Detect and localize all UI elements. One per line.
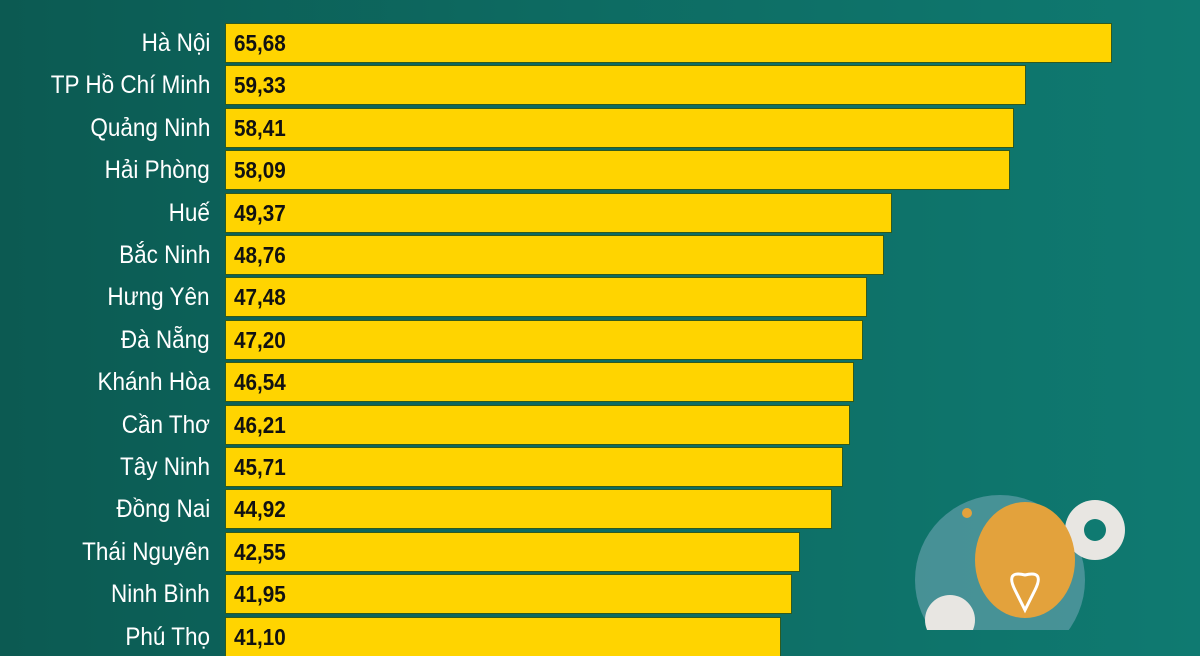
bar: 41,95 (226, 575, 792, 614)
category-label: Hà Nội (141, 29, 210, 57)
category-label: Hải Phòng (104, 156, 210, 185)
value-label: 47,20 (234, 326, 286, 353)
bar: 49,37 (226, 193, 892, 232)
value-label: 44,92 (234, 496, 286, 523)
bar: 59,33 (226, 66, 1026, 105)
category-label: Cần Thơ (121, 410, 210, 439)
value-label: 41,95 (234, 581, 286, 608)
bar: 65,68 (226, 24, 1111, 62)
value-label: 47,48 (234, 284, 286, 311)
category-label: Đồng Nai (116, 495, 210, 524)
value-label: 45,71 (234, 454, 286, 480)
lightbulb-icon (975, 502, 1075, 618)
bar: 45,71 (226, 448, 842, 486)
lightbulb-gears-illustration (915, 495, 1125, 630)
category-label: Quảng Ninh (89, 113, 210, 142)
value-label: 49,37 (234, 199, 286, 226)
category-label: Khánh Hòa (97, 368, 210, 397)
value-label: 58,41 (234, 114, 286, 141)
bar: 58,41 (226, 108, 1014, 147)
category-label: Đà Nẵng (121, 325, 210, 354)
value-label: 46,54 (234, 369, 286, 396)
bar: 46,21 (226, 405, 849, 444)
category-label: Thái Nguyên (82, 537, 210, 566)
bar: 42,55 (226, 532, 800, 571)
category-label: Ninh Bình (111, 580, 210, 609)
bar: 46,54 (226, 363, 854, 402)
bar: 41,10 (226, 617, 780, 656)
value-label: 41,10 (234, 623, 286, 650)
category-label: TP Hồ Chí Minh (50, 71, 210, 100)
value-label: 46,21 (234, 411, 286, 438)
gear-icon (1065, 500, 1125, 560)
value-label: 59,33 (234, 72, 286, 99)
category-label: Hưng Yên (107, 283, 210, 312)
bar: 47,20 (226, 320, 862, 359)
value-label: 65,68 (234, 30, 286, 56)
bar-chart: Hà Nội 65,68 TP Hồ Chí Minh 59,33 Quảng Ninh… (50, 24, 1111, 656)
value-label: 48,76 (234, 242, 286, 268)
bar: 47,48 (226, 278, 866, 317)
bar: 58,09 (226, 151, 1009, 190)
value-label: 58,09 (234, 157, 286, 184)
category-label: Bắc Ninh (118, 241, 210, 269)
bar: 44,92 (226, 490, 832, 529)
category-label: Huế (168, 198, 210, 227)
bar: 48,76 (226, 236, 883, 274)
category-label: Tây Ninh (119, 453, 210, 481)
gear-icon (925, 595, 975, 630)
value-label: 42,55 (234, 538, 286, 565)
category-label: Phú Thọ (125, 622, 210, 651)
